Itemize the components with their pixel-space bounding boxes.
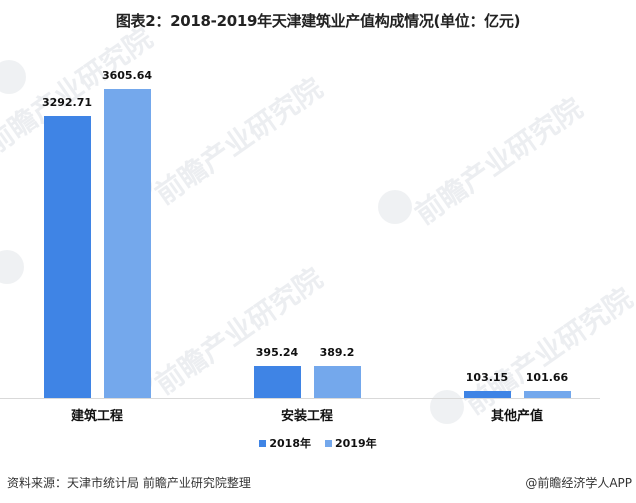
bar-2018-jianzhu (44, 116, 91, 398)
legend: 2018年 2019年 (0, 435, 636, 451)
value-label: 3605.64 (101, 69, 153, 82)
value-label: 395.24 (255, 346, 299, 359)
bar-2019-jianzhu (104, 89, 151, 398)
bar-2019-qita (524, 391, 571, 398)
value-label: 103.15 (465, 371, 509, 384)
bar-2018-qita (464, 391, 511, 398)
bar-2019-anzhuang (314, 366, 361, 398)
x-axis-line (0, 398, 600, 399)
value-label: 101.66 (525, 371, 569, 384)
source-note: 资料来源：天津市统计局 前瞻产业研究院整理 (7, 476, 251, 490)
credit-note: @前瞻经济学人APP (525, 476, 632, 490)
legend-label: 2019年 (335, 437, 377, 450)
legend-swatch-icon (325, 439, 332, 447)
x-tick-label: 安装工程 (280, 409, 333, 424)
chart-title: 图表2：2018-2019年天津建筑业产值构成情况(单位：亿元) (115, 12, 521, 30)
legend-item-2019: 2019年 (325, 435, 377, 451)
x-tick-label: 建筑工程 (70, 409, 123, 424)
value-label: 389.2 (319, 346, 355, 359)
legend-label: 2018年 (269, 437, 311, 450)
footer: 资料来源：天津市统计局 前瞻产业研究院整理 @前瞻经济学人APP (7, 474, 632, 492)
x-tick-label: 其他产值 (490, 409, 543, 424)
value-label: 3292.71 (41, 96, 93, 109)
legend-swatch-icon (259, 439, 267, 447)
bar-2018-anzhuang (254, 366, 301, 398)
legend-item-2018: 2018年 (259, 435, 311, 451)
